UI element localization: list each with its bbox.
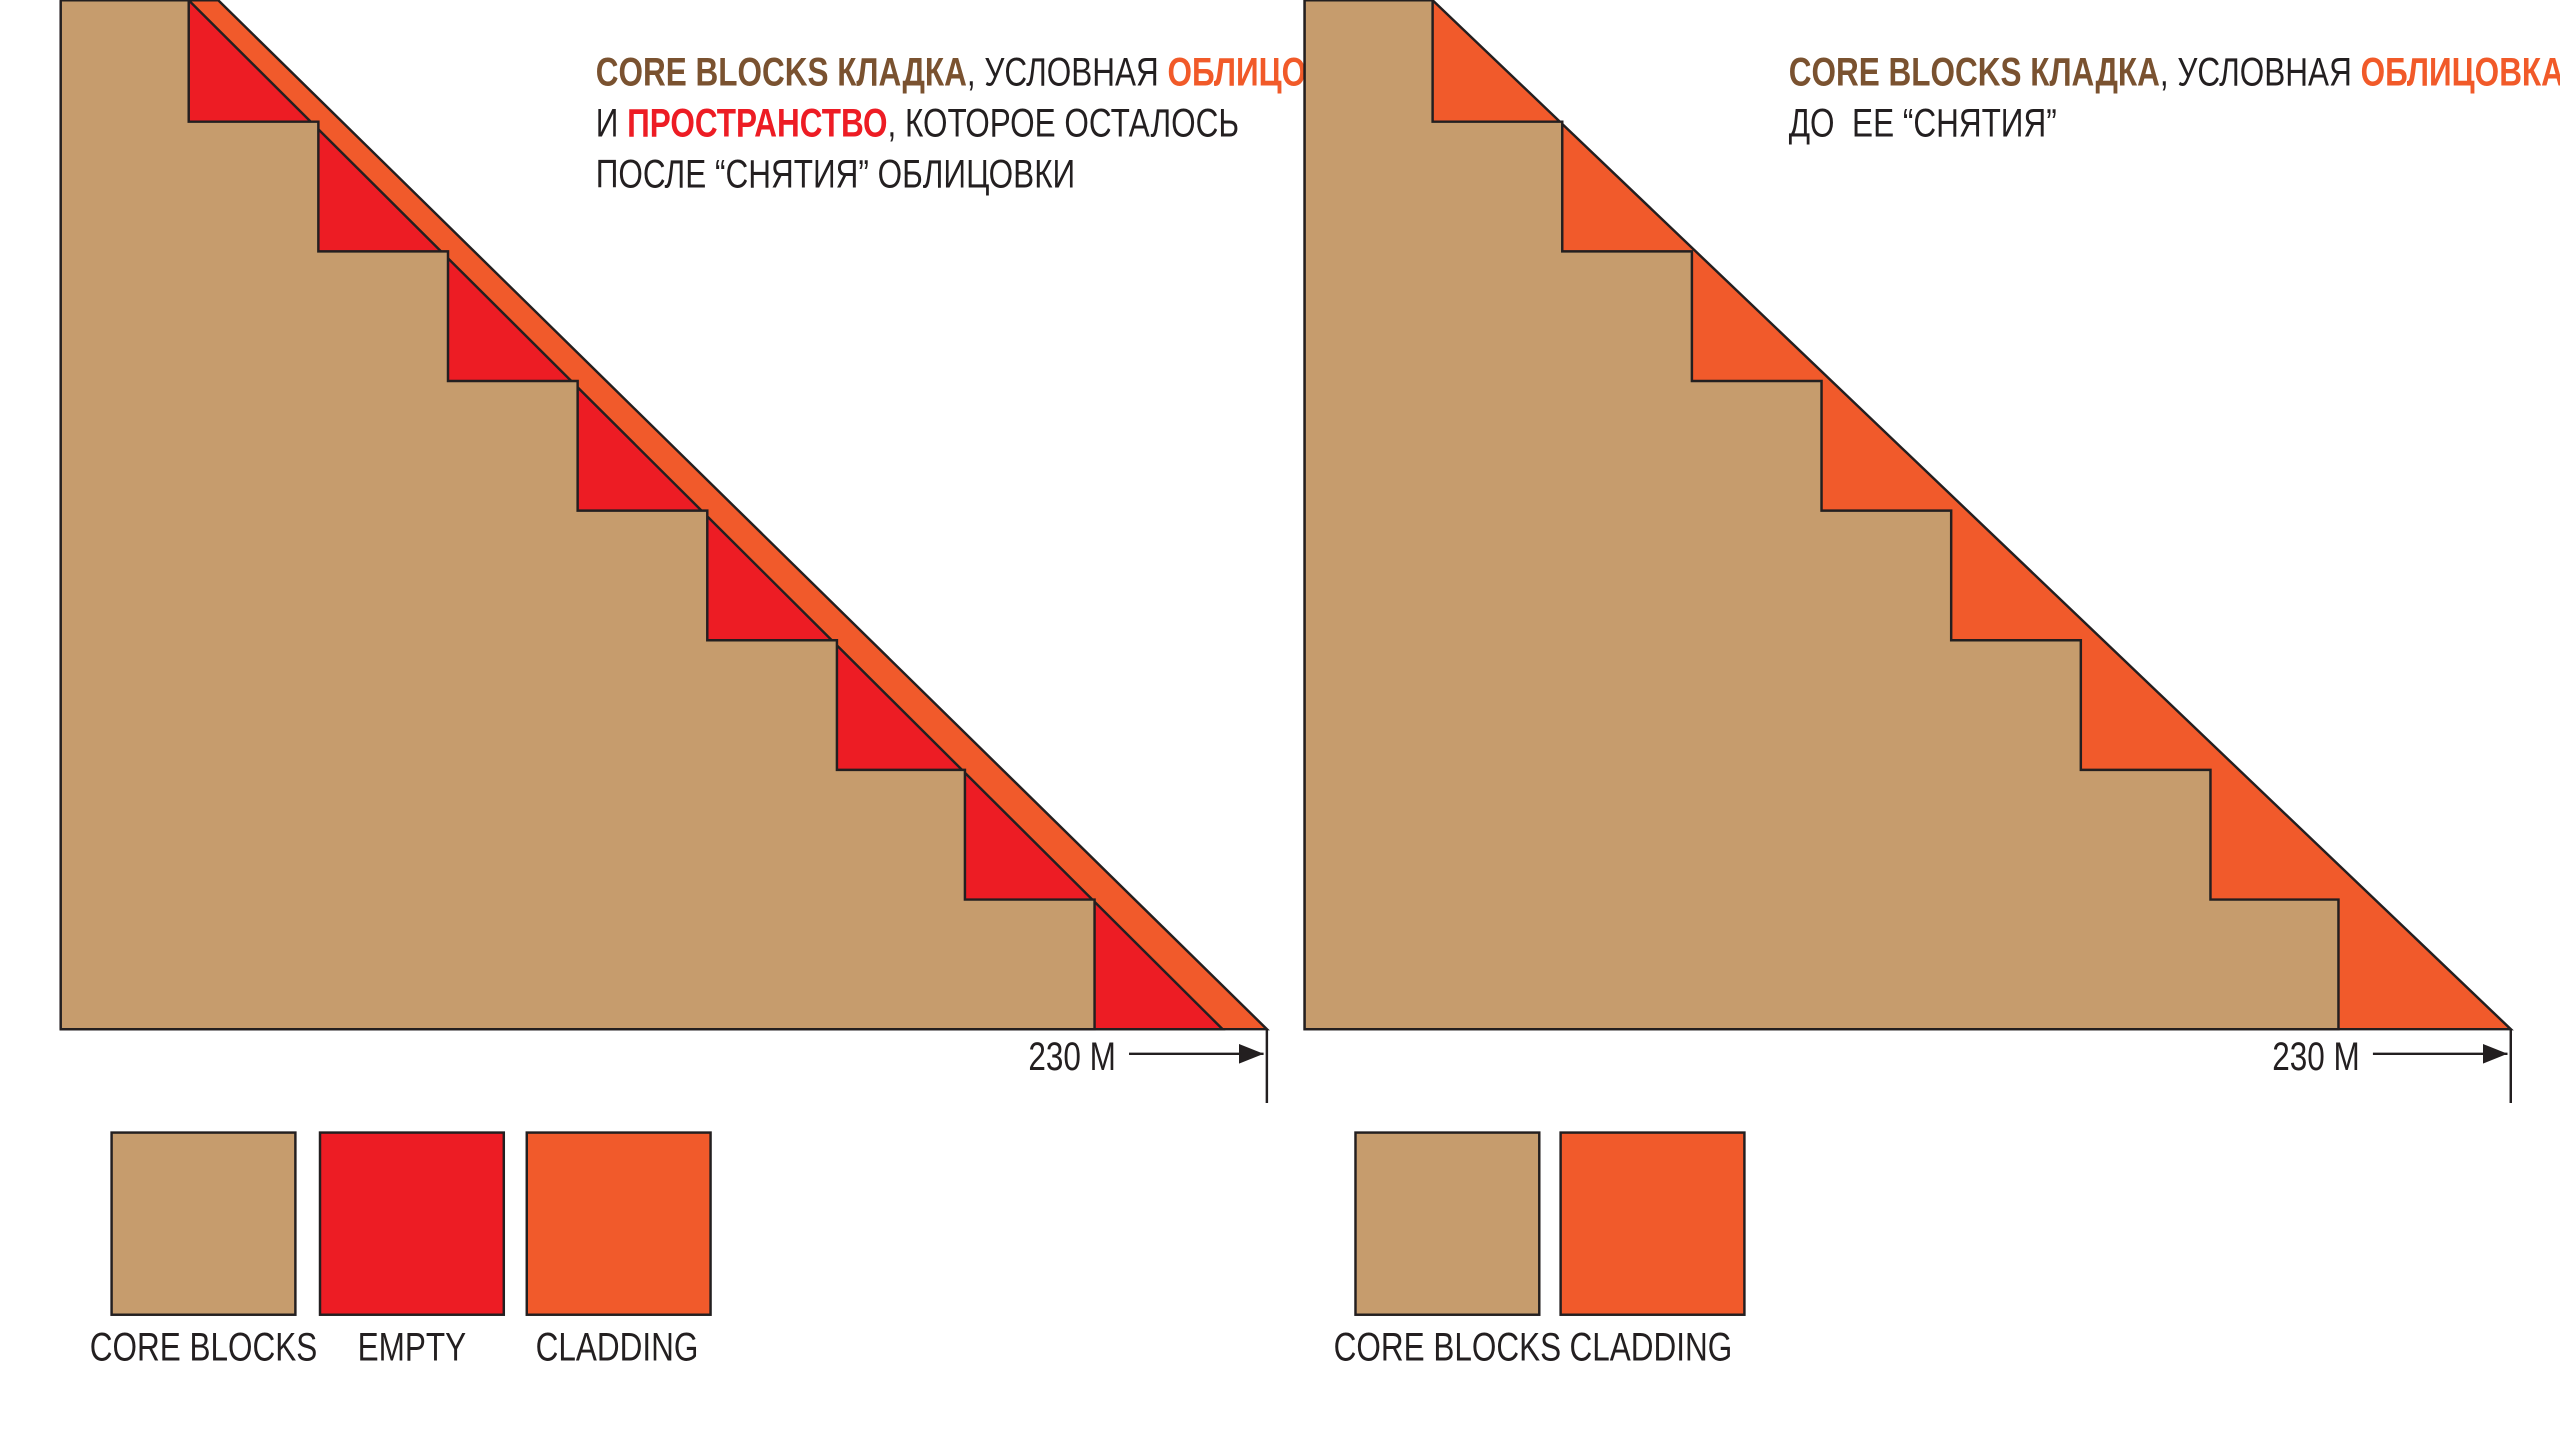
legend-swatch	[525, 1131, 712, 1316]
right-legend: CORE BLOCKS CLADDING	[1334, 1131, 1746, 1370]
left-legend: CORE BLOCKS EMPTY CLADDING	[90, 1131, 712, 1370]
legend-swatch	[110, 1131, 297, 1316]
caption-cladding: ОБЛИЦОВКА	[2361, 50, 2560, 94]
right-diagram: 230 M	[1303, 0, 2514, 1104]
dimension-label: 230 M	[1028, 1035, 1116, 1079]
caption-core: CORE BLOCKS КЛАДКА	[596, 50, 967, 94]
caption-line: ДО ЕЕ “СНЯТИЯ”	[1789, 101, 2057, 145]
caption-text: , УСЛОВНАЯ	[2160, 50, 2361, 94]
caption-line: ПОСЛЕ “СНЯТИЯ” ОБЛИЦОВКИ	[596, 152, 1075, 196]
caption-space: ПРОСТРАНСТВО	[627, 101, 887, 145]
legend-label: CLADDING	[536, 1325, 699, 1369]
right-caption: CORE BLOCKS КЛАДКА, УСЛОВНАЯ ОБЛИЦОВКА Д…	[1789, 50, 2560, 145]
legend-swatch	[1559, 1131, 1746, 1316]
legend-label: CLADDING	[1569, 1325, 1732, 1369]
left-caption: CORE BLOCKS КЛАДКА, УСЛОВНАЯ ОБЛИЦОВКА И…	[596, 50, 1371, 196]
legend-label: CORE BLOCKS	[90, 1325, 318, 1369]
caption-text: , УСЛОВНАЯ	[967, 50, 1168, 94]
legend-label: CORE BLOCKS	[1334, 1325, 1562, 1369]
caption-text: , КОТОРОЕ ОСТАЛОСЬ	[887, 101, 1239, 145]
caption-line: CORE BLOCKS КЛАДКА, УСЛОВНАЯ ОБЛИЦОВКА	[596, 50, 1371, 94]
legend-label: EMPTY	[358, 1325, 467, 1369]
caption-line: И ПРОСТРАНСТВО, КОТОРОЕ ОСТАЛОСЬ	[596, 101, 1239, 145]
caption-line: CORE BLOCKS КЛАДКА, УСЛОВНАЯ ОБЛИЦОВКА	[1789, 50, 2560, 94]
legend-swatch	[1354, 1131, 1541, 1316]
core-blocks	[1303, 0, 2340, 1031]
left-diagram: 230 M	[59, 0, 1270, 1104]
dimension-label: 230 M	[2272, 1035, 2360, 1079]
core-blocks	[59, 0, 1096, 1031]
caption-text: И	[596, 101, 627, 145]
legend-swatch	[318, 1131, 506, 1316]
caption-core: CORE BLOCKS КЛАДКА	[1789, 50, 2160, 94]
